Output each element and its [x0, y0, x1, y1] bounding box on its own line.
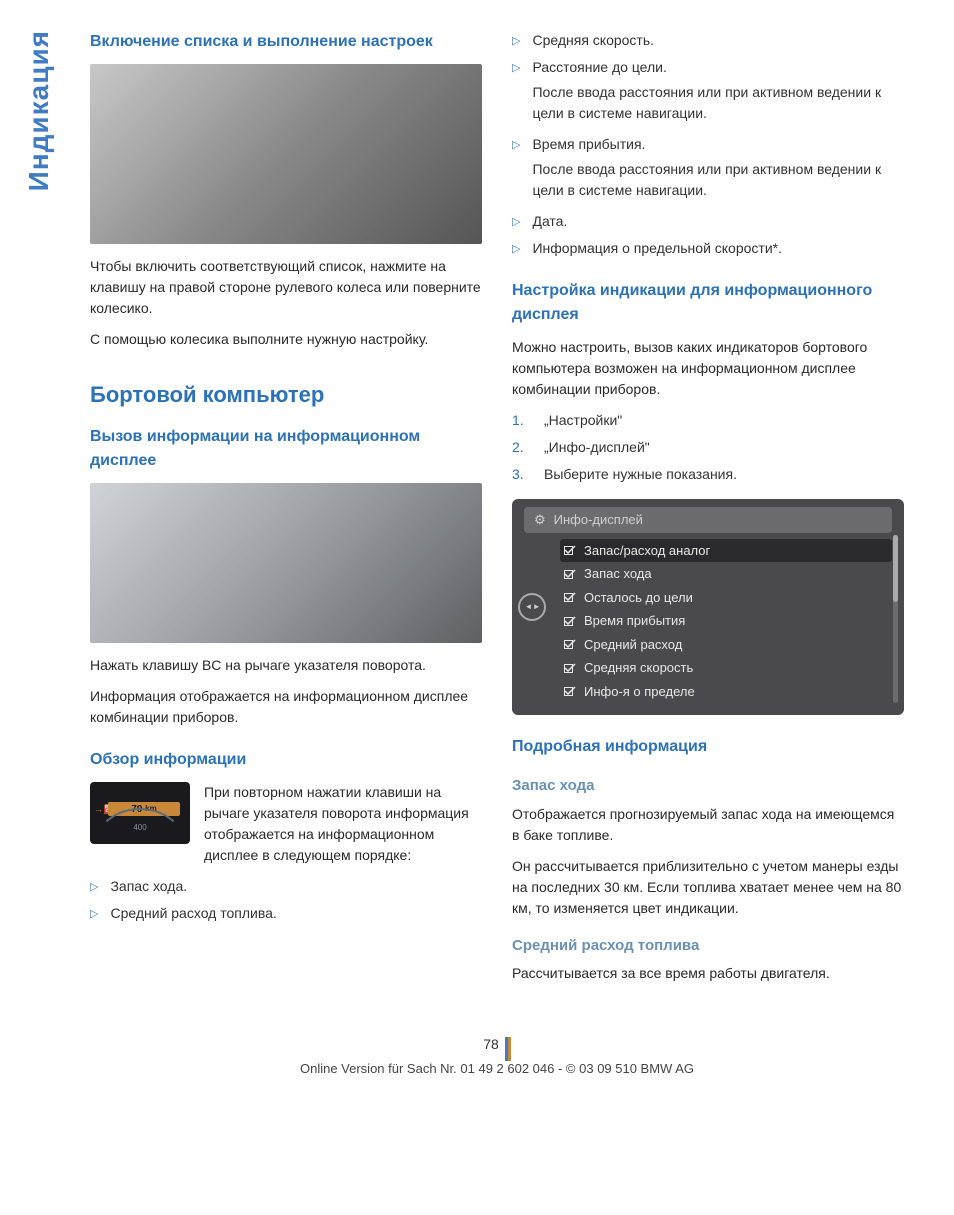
paragraph-info-shown: Информация отображается на информационно… [90, 686, 482, 728]
heading-avg-consumption: Средний расход топлива [512, 935, 904, 958]
info-display-item: Запас хода [524, 562, 892, 586]
heading-detailed-info: Подробная информация [512, 735, 904, 759]
list-item: Дата. [512, 211, 904, 232]
info-display-header: ⚙ Инфо-дисплей [524, 507, 892, 533]
steering-wheel-figure [90, 64, 482, 244]
page-number-wrap: 78 [90, 1034, 904, 1055]
info-display-header-label: Инфо-дисплей [554, 510, 643, 530]
checkbox-checked-icon [564, 615, 576, 627]
info-display-item: Время прибытия [524, 609, 892, 633]
checkbox-checked-icon [564, 662, 576, 674]
list-item: Запас хода. [90, 876, 482, 897]
side-tab: Индикация [18, 30, 60, 191]
gear-icon: ⚙ [534, 510, 546, 530]
list-item: Средняя скорость. [512, 30, 904, 51]
step-item: 1.„Настройки" [512, 410, 904, 431]
paragraph-range-1: Отображается прогнозируемый запас хода н… [512, 804, 904, 846]
checkbox-checked-icon [564, 568, 576, 580]
section-onboard-computer: Бортовой компьютер [90, 378, 482, 411]
paragraph-enable-list-1: Чтобы включить соответствующий список, н… [90, 256, 482, 319]
page-bar-icon [505, 1037, 511, 1061]
overview-list: Запас хода. Средний расход топлива. [90, 876, 482, 924]
list-item: Расстояние до цели. После ввода расстоян… [512, 57, 904, 128]
page-footer: 78 Online Version für Sach Nr. 01 49 2 6… [90, 1034, 904, 1079]
scrollbar-indicator [893, 535, 898, 703]
paragraph-repeat-press: При повторном нажатии клавиши на рычаге … [204, 782, 482, 866]
list-item-text: Расстояние до цели. [532, 59, 666, 75]
step-item: 3.Выберите нужные показания. [512, 464, 904, 485]
turn-signal-lever-figure [90, 483, 482, 643]
paragraph-range-2: Он рассчитывается приблизительно с учето… [512, 856, 904, 919]
heading-range: Запас хода [512, 775, 904, 798]
heading-overview: Обзор информации [90, 748, 482, 772]
info-display-item: Средний расход [524, 633, 892, 657]
checkbox-checked-icon [564, 685, 576, 697]
list-item: Информация о предельной скорости*. [512, 238, 904, 259]
overview-figure-wrap: →⛽ 79 km 400 При повторном нажатии клави… [90, 782, 482, 866]
list-item: Время прибытия. После ввода расстояния и… [512, 134, 904, 205]
heading-call-info: Вызов информации на информационном диспл… [90, 425, 482, 473]
paragraph-avg-consumption: Рассчитывается за все время работы двига… [512, 963, 904, 984]
info-display-item: Средняя скорость [524, 656, 892, 680]
left-column: Включение списка и выполнение настроек Ч… [90, 30, 482, 994]
info-display-item: Инфо-я о пределе [524, 680, 892, 704]
heading-enable-list: Включение списка и выполнение настроек [90, 30, 482, 54]
step-item: 2.„Инфо-дисплей" [512, 437, 904, 458]
list-item: Средний расход топлива. [90, 903, 482, 924]
info-display-item: Запас/расход аналог [560, 539, 892, 563]
paragraph-enable-list-2: С помощью колесика выполните нужную наст… [90, 329, 482, 350]
paragraph-display-config: Можно настроить, вызов каких индикаторов… [512, 337, 904, 400]
right-column: Средняя скорость. Расстояние до цели. По… [512, 30, 904, 994]
heading-display-config: Настройка индикации для информационного … [512, 279, 904, 327]
paragraph-press-bc: Нажать клавишу BC на рычаге указателя по… [90, 655, 482, 676]
config-steps: 1.„Настройки" 2.„Инфо-дисплей" 3.Выберит… [512, 410, 904, 485]
list-item-sub: После ввода расстояния или при активном … [532, 159, 904, 201]
info-display-screenshot: ⚙ Инфо-дисплей Запас/расход аналог Запас… [512, 499, 904, 715]
list-item-text: Время прибытия. [532, 136, 645, 152]
main-content: Включение списка и выполнение настроек Ч… [90, 30, 904, 994]
page-number: 78 [483, 1034, 499, 1055]
idrive-wheel-icon [518, 593, 546, 621]
checkbox-checked-icon [564, 638, 576, 650]
range-gauge-figure: →⛽ 79 km 400 [90, 782, 190, 844]
continued-list: Средняя скорость. Расстояние до цели. По… [512, 30, 904, 259]
checkbox-checked-icon [564, 591, 576, 603]
checkbox-checked-icon [564, 544, 576, 556]
list-item-sub: После ввода расстояния или при активном … [532, 82, 904, 124]
info-display-item: Осталось до цели [524, 586, 892, 610]
copyright-line: Online Version für Sach Nr. 01 49 2 602 … [90, 1059, 904, 1079]
gauge-arc-label: 400 [133, 822, 146, 834]
